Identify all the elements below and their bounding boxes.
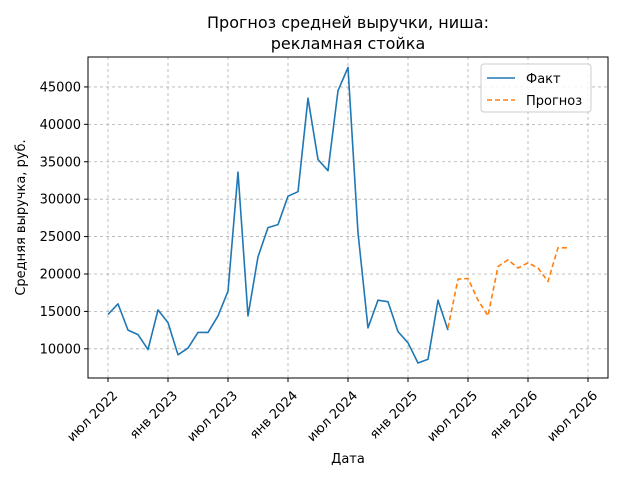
x-tick-label: янв 2023 — [127, 388, 181, 442]
y-tick-label: 30000 — [40, 193, 81, 208]
x-axis-label: Дата — [331, 452, 365, 467]
x-tick-label: июл 2025 — [425, 388, 482, 445]
chart-title-line-1: Прогноз средней выручки, ниша: — [207, 13, 489, 32]
chart-title-line-2: рекламная стойка — [271, 34, 426, 53]
series-line-forecast — [447, 247, 568, 329]
x-tick-label: янв 2025 — [367, 388, 421, 442]
legend-label: Прогноз — [526, 94, 582, 109]
x-tick-label: июл 2023 — [185, 388, 242, 445]
grid-lines — [88, 57, 608, 378]
legend: Факт Прогноз — [480, 63, 592, 113]
series-layer — [107, 66, 568, 364]
x-tick-label: июл 2024 — [305, 388, 362, 445]
y-tick-label: 15000 — [40, 305, 81, 320]
x-axis: июл 2022 янв 2023 июл 2023 янв 2024 июл 2024… — [65, 378, 602, 445]
x-tick-label: июл 2026 — [545, 388, 602, 445]
y-tick-label: 40000 — [40, 118, 81, 133]
x-tick-label: янв 2024 — [247, 388, 301, 442]
y-tick-label: 20000 — [40, 267, 81, 282]
y-axis: 10000 15000 20000 25000 30000 35000 40000 45000 — [40, 80, 88, 357]
x-tick-label: янв 2026 — [487, 388, 541, 442]
x-tick-label: июл 2022 — [65, 388, 122, 445]
y-tick-label: 35000 — [40, 155, 81, 170]
legend-box — [480, 63, 592, 113]
legend-label: Факт — [526, 72, 561, 87]
series-line-fact — [107, 66, 449, 364]
y-axis-label: Средняя выручка, руб. — [14, 139, 29, 295]
y-tick-label: 25000 — [40, 230, 81, 245]
y-tick-label: 10000 — [40, 342, 81, 357]
y-tick-label: 45000 — [40, 80, 81, 95]
